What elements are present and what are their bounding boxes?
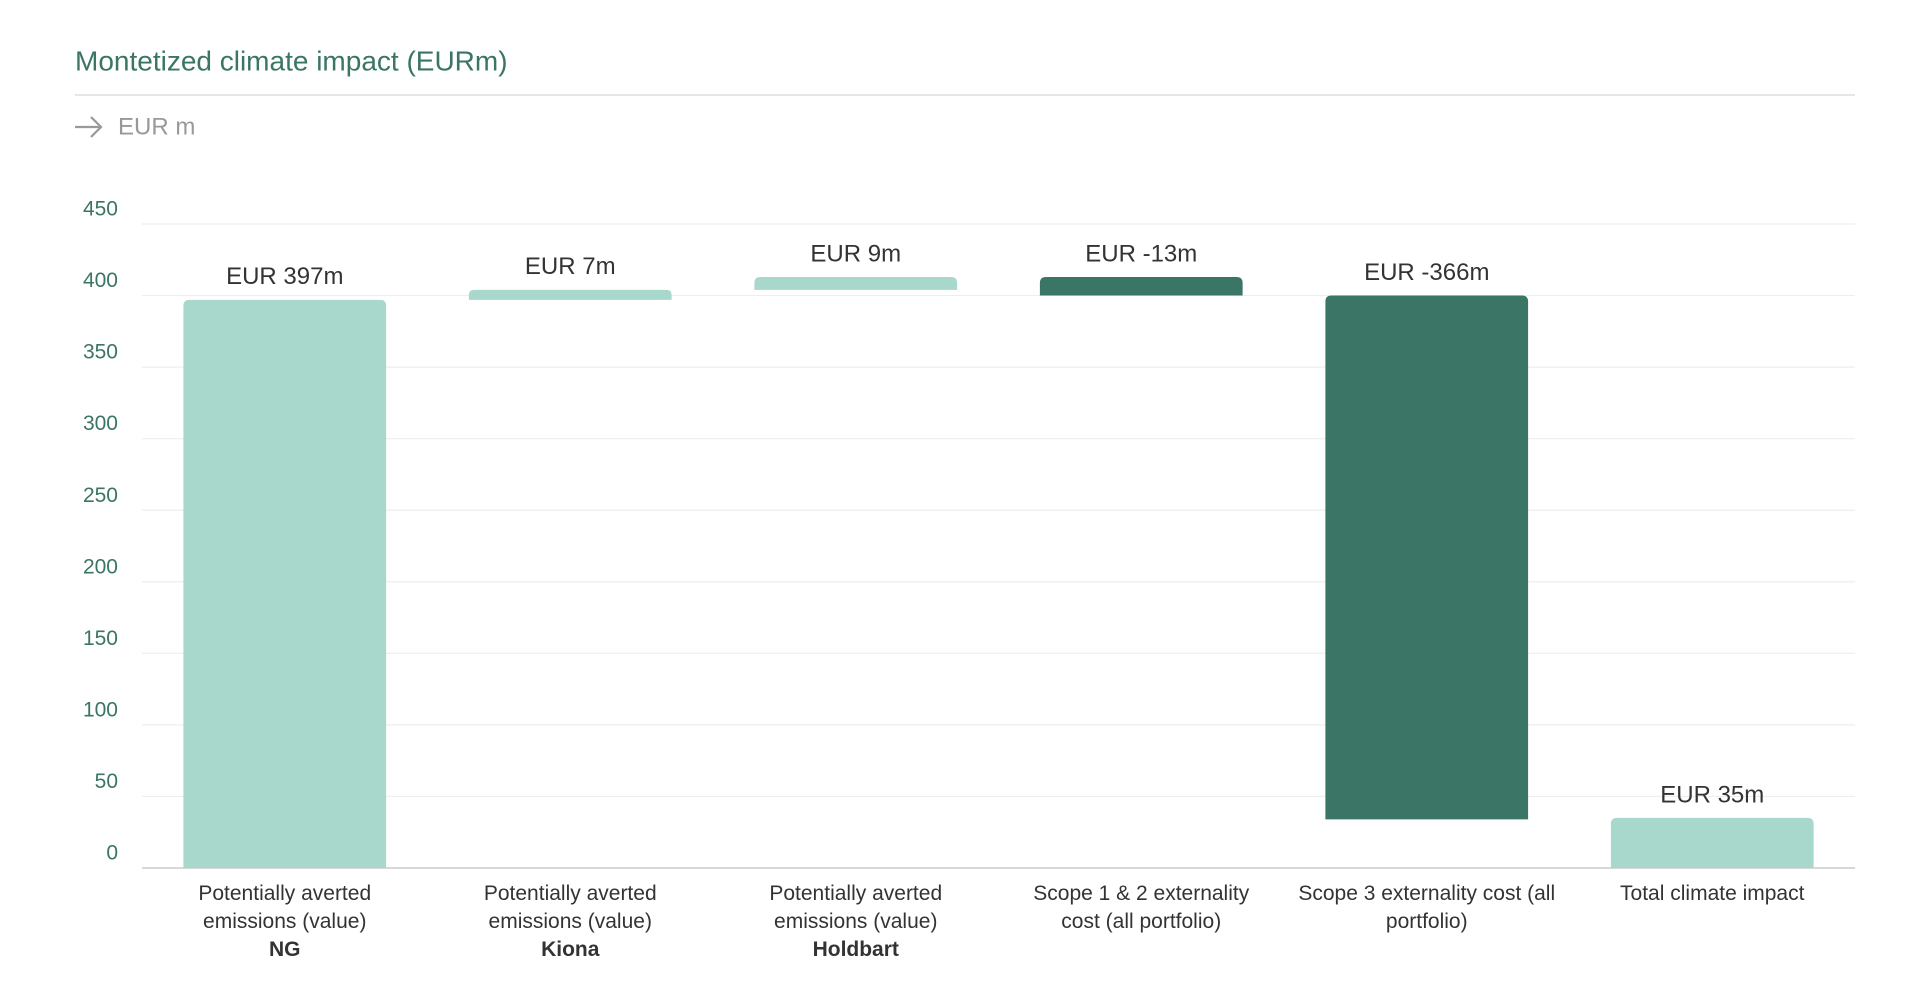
y-tick-label: 200 (83, 555, 118, 578)
value-label: EUR 35m (1660, 781, 1764, 808)
subtitle: EUR m (118, 113, 195, 140)
value-label: EUR 9m (810, 240, 901, 267)
y-tick-label: 400 (83, 269, 118, 292)
arrow-icon (75, 116, 103, 138)
category-label: Scope 1 & 2 externality cost (all portfo… (1033, 882, 1250, 933)
x-tick-label: Scope 3 externality cost (all portfolio) (1297, 880, 1557, 936)
x-tick-label: Total climate impact (1582, 880, 1842, 908)
category-label: Potentially averted emissions (value) (483, 882, 657, 933)
y-tick-label: 300 (83, 412, 118, 435)
y-tick-label: 450 (83, 198, 118, 221)
y-tick-label: 100 (83, 698, 118, 721)
bar (754, 276, 958, 290)
bar (1325, 295, 1529, 820)
bar (1039, 276, 1243, 296)
x-tick-label: Potentially averted emissions (value) Hol… (726, 880, 986, 964)
value-label: EUR -366m (1364, 259, 1489, 286)
bar (183, 299, 387, 868)
category-label: Scope 3 externality cost (all portfolio) (1298, 882, 1556, 933)
x-tick-label: Potentially averted emissions (value) NG (155, 880, 415, 964)
category-note: Kiona (541, 938, 600, 961)
y-tick-label: 150 (83, 627, 118, 650)
category-label: Potentially averted emissions (value) (769, 882, 943, 933)
x-tick-label: Potentially averted emissions (value) Kio… (440, 880, 700, 964)
category-label: Potentially averted emissions (value) (198, 882, 372, 933)
category-label: Total climate impact (1620, 882, 1805, 905)
y-tick-label: 0 (106, 842, 118, 865)
y-tick-label: 350 (83, 341, 118, 364)
chart-title: Montetized climate impact (EURm) (75, 45, 508, 76)
value-label: EUR 397m (226, 263, 343, 290)
bar (468, 289, 672, 300)
y-tick-label: 50 (95, 770, 118, 793)
value-label: EUR -13m (1085, 240, 1197, 267)
x-tick-label: Scope 1 & 2 externality cost (all portfo… (1011, 880, 1271, 936)
bar (1610, 817, 1814, 868)
category-note: Holdbart (812, 938, 899, 961)
category-note: NG (269, 938, 301, 961)
value-label: EUR 7m (525, 253, 616, 280)
y-tick-label: 250 (83, 484, 118, 507)
